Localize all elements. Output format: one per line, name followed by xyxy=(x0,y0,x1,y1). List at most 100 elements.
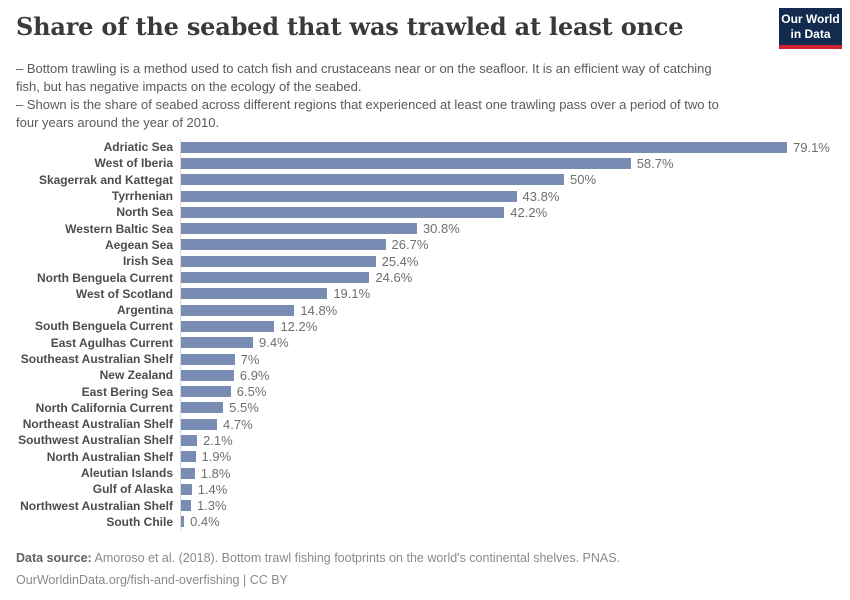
license-label: CC BY xyxy=(249,573,288,587)
bar[interactable] xyxy=(181,434,198,446)
category-label: West of Iberia xyxy=(94,156,173,171)
category-label: Aleutian Islands xyxy=(80,466,173,481)
bar[interactable] xyxy=(181,255,376,267)
chart-row: Adriatic Sea 79.1% xyxy=(0,139,850,155)
chart-row: Aleutian Islands 1.8% xyxy=(0,465,850,481)
data-source-line: Data source: Amoroso et al. (2018). Bott… xyxy=(16,547,836,569)
chart-row: North Benguela Current 24.6% xyxy=(0,269,850,285)
bar[interactable] xyxy=(181,337,253,349)
bar[interactable] xyxy=(181,369,234,381)
chart-row: North California Current 5.5% xyxy=(0,400,850,416)
bar[interactable] xyxy=(181,304,295,316)
category-label: Southwest Australian Shelf xyxy=(18,433,173,448)
value-label: 7% xyxy=(240,351,260,367)
category-label: North Benguela Current xyxy=(36,270,173,285)
chart-row: East Bering Sea 6.5% xyxy=(0,383,850,399)
bar[interactable] xyxy=(181,353,235,365)
value-label: 26.7% xyxy=(391,237,429,253)
chart-row: East Agulhas Current 9.4% xyxy=(0,335,850,351)
bar[interactable] xyxy=(181,483,192,495)
bar[interactable] xyxy=(181,190,517,202)
category-label: North Australian Shelf xyxy=(46,449,173,464)
value-label: 19.1% xyxy=(333,286,371,302)
license-line: OurWorldinData.org/fish-and-overfishing … xyxy=(16,569,836,591)
value-label: 25.4% xyxy=(381,253,419,269)
bar[interactable] xyxy=(181,288,328,300)
category-label: Adriatic Sea xyxy=(103,140,173,155)
bar[interactable] xyxy=(181,451,196,463)
chart-row: Argentina 14.8% xyxy=(0,302,850,318)
y-axis-line xyxy=(180,139,181,531)
bar-track: 7% xyxy=(181,351,850,367)
subtitle-paragraph-2: – Shown is the share of seabed across di… xyxy=(16,97,719,130)
bar-track: 1.9% xyxy=(181,449,850,465)
bar[interactable] xyxy=(181,402,224,414)
bar[interactable] xyxy=(181,206,505,218)
category-label: South Benguela Current xyxy=(34,319,173,334)
category-label: East Bering Sea xyxy=(81,384,173,399)
owid-logo-line2: in Data xyxy=(790,27,831,41)
value-label: 50% xyxy=(570,172,597,188)
bar-track: 30.8% xyxy=(181,220,850,236)
value-label: 42.2% xyxy=(510,204,548,220)
bar-track: 4.7% xyxy=(181,416,850,432)
chart-footer: Data source: Amoroso et al. (2018). Bott… xyxy=(16,547,836,591)
category-label: Irish Sea xyxy=(122,254,173,269)
category-label: New Zealand xyxy=(99,368,173,383)
value-label: 6.5% xyxy=(236,384,267,400)
category-label: Argentina xyxy=(116,303,173,318)
chart-row: West of Iberia 58.7% xyxy=(0,155,850,171)
value-label: 43.8% xyxy=(522,188,560,204)
bar-track: 26.7% xyxy=(181,237,850,253)
bar[interactable] xyxy=(181,157,631,169)
category-label: Southeast Australian Shelf xyxy=(20,352,173,366)
category-label: Aegean Sea xyxy=(104,237,173,252)
chart-row: West of Scotland 19.1% xyxy=(0,286,850,302)
bar-track: 1.4% xyxy=(181,481,850,497)
chart-row: New Zealand 6.9% xyxy=(0,367,850,383)
value-label: 30.8% xyxy=(422,221,460,237)
bar-track: 24.6% xyxy=(181,269,850,285)
category-label: Gulf of Alaska xyxy=(92,482,173,497)
owid-logo[interactable]: Our World in Data xyxy=(779,8,842,49)
owid-url-link[interactable]: OurWorldinData.org/fish-and-overfishing xyxy=(16,573,240,587)
bar[interactable] xyxy=(181,516,185,528)
bar-track: 79.1% xyxy=(181,139,850,155)
bar[interactable] xyxy=(181,500,191,512)
chart-row: Skagerrak and Kattegat 50% xyxy=(0,172,850,188)
bar[interactable] xyxy=(181,272,370,284)
category-label: West of Scotland xyxy=(75,286,173,301)
value-label: 79.1% xyxy=(793,139,830,155)
bar[interactable] xyxy=(181,320,275,332)
bar[interactable] xyxy=(181,223,417,235)
bar[interactable] xyxy=(181,141,787,153)
bar-track: 1.8% xyxy=(181,465,850,481)
category-label: North California Current xyxy=(35,400,173,415)
category-label: North Sea xyxy=(116,205,173,220)
bar-chart: Adriatic Sea 79.1% West of Iberia 58.7% Skag… xyxy=(0,139,850,531)
chart-row: North Sea 42.2% xyxy=(0,204,850,220)
value-label: 0.4% xyxy=(190,514,220,530)
bar-track: 14.8% xyxy=(181,302,850,318)
chart-row: South Chile 0.4% xyxy=(0,514,850,530)
category-label: Northeast Australian Shelf xyxy=(22,417,173,432)
value-label: 2.1% xyxy=(203,432,233,448)
value-label: 1.8% xyxy=(200,465,231,481)
bar-track: 6.5% xyxy=(181,383,850,399)
chart-row: Western Baltic Sea 30.8% xyxy=(0,220,850,236)
value-label: 12.2% xyxy=(280,318,318,334)
bar[interactable] xyxy=(181,418,217,430)
footer-separator: | xyxy=(239,573,250,587)
chart-row: Northwest Australian Shelf 1.3% xyxy=(0,498,850,514)
data-source-text: Amoroso et al. (2018). Bottom trawl fish… xyxy=(91,551,621,565)
bar[interactable] xyxy=(181,386,231,398)
chart-row: Tyrrhenian 43.8% xyxy=(0,188,850,204)
chart-row: South Benguela Current 12.2% xyxy=(0,318,850,334)
bar-track: 2.1% xyxy=(181,432,850,448)
bar[interactable] xyxy=(181,174,565,186)
bar[interactable] xyxy=(181,467,195,479)
category-label: South Chile xyxy=(106,514,173,529)
category-label: Tyrrhenian xyxy=(111,189,173,204)
chart-subtitle: – Bottom trawling is a method used to ca… xyxy=(16,60,721,132)
bar[interactable] xyxy=(181,239,386,251)
